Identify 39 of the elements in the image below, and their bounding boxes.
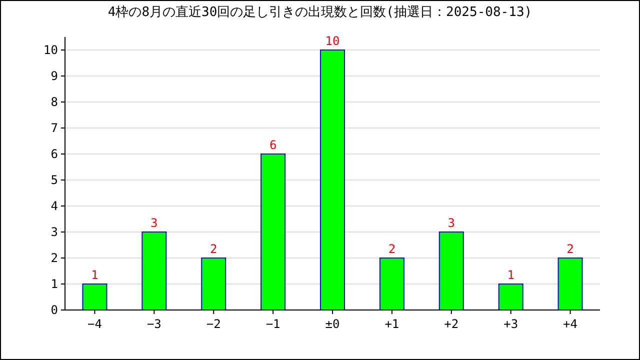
x-tick-label: +4 [563, 317, 578, 331]
y-tick-label: 0 [50, 303, 58, 317]
data-label: 6 [269, 138, 277, 152]
data-label: 2 [388, 242, 396, 256]
x-tick-label: −1 [266, 317, 280, 331]
bar [201, 258, 226, 310]
bar [558, 258, 583, 310]
y-tick-label: 5 [50, 173, 58, 187]
x-tick-label: −4 [87, 317, 102, 331]
data-label: 1 [507, 268, 514, 282]
x-tick-label: +1 [384, 317, 400, 331]
y-tick-label: 8 [50, 95, 58, 109]
x-tick-label: −2 [206, 317, 221, 331]
data-label: 3 [150, 216, 158, 230]
bar [82, 284, 108, 310]
x-tick-label: ±0 [325, 317, 340, 331]
y-tick-label: 1 [50, 277, 58, 291]
x-tick-label: −3 [146, 317, 162, 331]
y-tick-label: 9 [50, 69, 58, 83]
y-tick-label: 6 [50, 147, 58, 161]
data-label: 3 [448, 216, 456, 230]
data-label: 2 [566, 242, 574, 256]
x-tick-label: +3 [504, 317, 518, 331]
bar [320, 50, 345, 310]
chart-title: 4枠の8月の直近30回の足し引きの出現数と回数(抽選日：2025-08-13) [108, 5, 532, 20]
bar [498, 284, 524, 310]
data-label: 1 [91, 268, 98, 282]
y-tick-label: 3 [50, 225, 58, 239]
bar [438, 232, 464, 310]
y-tick-label: 10 [44, 43, 58, 57]
y-tick-label: 4 [50, 199, 58, 213]
bar [260, 154, 286, 310]
bar [379, 258, 404, 310]
y-tick-label: 2 [50, 251, 58, 265]
data-label: 2 [210, 242, 218, 256]
data-label: 10 [325, 34, 340, 48]
y-tick-label: 7 [50, 121, 58, 135]
x-tick-label: +2 [444, 317, 459, 331]
bar [142, 232, 167, 310]
